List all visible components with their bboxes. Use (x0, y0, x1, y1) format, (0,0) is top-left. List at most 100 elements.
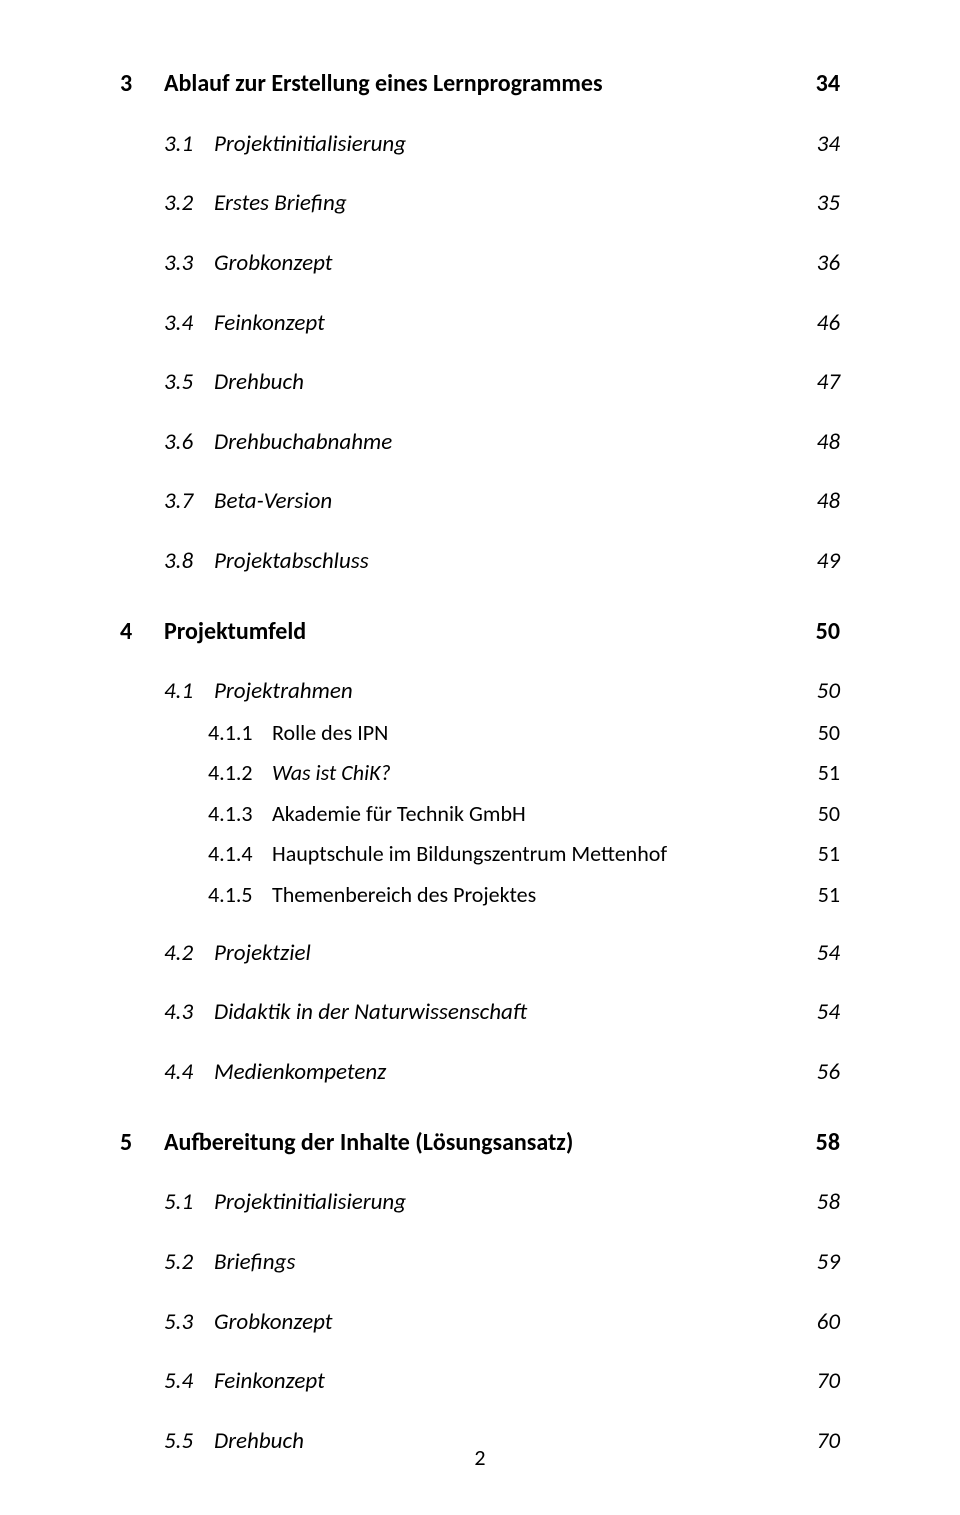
toc-page: 34 (780, 70, 840, 99)
page-number: 2 (0, 1444, 960, 1471)
toc-page: 51 (780, 841, 840, 867)
toc-item: 4.4Medienkompetenz 56 (120, 1059, 840, 1087)
toc-item: 3.2Erstes Briefing 35 (120, 190, 840, 218)
toc-subitem: 4.1.5Themenbereich des Projektes 51 (120, 882, 840, 908)
toc-item: 4.1Projektrahmen 50 (120, 678, 840, 706)
toc-label: 3.2Erstes Briefing (164, 190, 780, 218)
toc-page: 48 (780, 429, 840, 457)
toc-title: Grobkonzept (214, 1308, 333, 1336)
toc-page: 60 (780, 1309, 840, 1337)
toc-label: 3Ablauf zur Erstellung eines Lernprogram… (120, 70, 780, 99)
toc-label: 3.5Drehbuch (164, 369, 780, 397)
toc-label: 5.2Briefings (164, 1249, 780, 1277)
toc-label: 3.8Projektabschluss (164, 548, 780, 576)
toc-label: 5.4Feinkonzept (164, 1368, 780, 1396)
toc-label: 5Aufbereitung der Inhalte (Lösungsansatz… (120, 1129, 780, 1158)
toc-title: Projektinitialisierung (214, 130, 406, 158)
toc-num: 4.1.2 (208, 760, 272, 786)
toc-label: 5.3Grobkonzept (164, 1309, 780, 1337)
toc-subitem: 4.1.3Akademie für Technik GmbH 50 (120, 801, 840, 827)
toc-title: Drehbuchabnahme (214, 428, 392, 456)
toc-label: 4.1.3Akademie für Technik GmbH (208, 801, 780, 827)
toc-item: 5.2Briefings 59 (120, 1249, 840, 1277)
toc-item: 3.6Drehbuchabnahme 48 (120, 429, 840, 457)
toc-page: 51 (780, 882, 840, 908)
toc-title: Didaktik in der Naturwissenschaft (214, 998, 527, 1026)
toc-num: 4.2 (164, 940, 214, 968)
toc-section-4: 4Projektumfeld 50 (120, 618, 840, 647)
toc-label: 3.1Projektinitialisierung (164, 131, 780, 159)
toc-subitem: 4.1.1Rolle des IPN 50 (120, 720, 840, 746)
page: 3Ablauf zur Erstellung eines Lernprogram… (0, 0, 960, 1515)
toc-page: 47 (780, 369, 840, 397)
toc-num: 3.2 (164, 190, 214, 218)
toc-title: Drehbuch (214, 368, 304, 396)
toc-title: Themenbereich des Projektes (272, 881, 536, 908)
toc-title: Was ist ChiK? (272, 759, 391, 786)
toc-item: 5.3Grobkonzept 60 (120, 1309, 840, 1337)
toc-subitem: 4.1.4Hauptschule im Bildungszentrum Mett… (120, 841, 840, 867)
toc-title: Projektinitialisierung (214, 1188, 406, 1216)
toc-num: 3.5 (164, 369, 214, 397)
toc-title: Beta-Version (214, 487, 332, 515)
toc-page: 58 (780, 1129, 840, 1158)
toc-title: Projektziel (214, 939, 311, 967)
toc-page: 70 (780, 1368, 840, 1396)
toc-item: 3.7Beta-Version 48 (120, 488, 840, 516)
toc-label: 4.1.4Hauptschule im Bildungszentrum Mett… (208, 841, 780, 867)
toc-page: 59 (780, 1249, 840, 1277)
toc-num: 3 (120, 70, 164, 99)
toc-num: 5.2 (164, 1249, 214, 1277)
toc-title: Hauptschule im Bildungszentrum Mettenhof (272, 840, 667, 867)
toc-label: 4.1.2Was ist ChiK? (208, 760, 780, 786)
toc-item: 5.1Projektinitialisierung 58 (120, 1189, 840, 1217)
toc-page: 48 (780, 488, 840, 516)
toc-item: 4.3Didaktik in der Naturwissenschaft 54 (120, 999, 840, 1027)
toc-title: Ablauf zur Erstellung eines Lernprogramm… (164, 69, 603, 98)
toc-num: 4.1.3 (208, 801, 272, 827)
toc-section-3: 3Ablauf zur Erstellung eines Lernprogram… (120, 70, 840, 99)
toc-item: 3.1Projektinitialisierung 34 (120, 131, 840, 159)
toc-subitem: 4.1.2Was ist ChiK? 51 (120, 760, 840, 786)
toc-item: 5.4Feinkonzept 70 (120, 1368, 840, 1396)
toc-page: 58 (780, 1189, 840, 1217)
toc-num: 3.6 (164, 429, 214, 457)
toc-item: 3.4Feinkonzept 46 (120, 310, 840, 338)
toc-label: 3.3Grobkonzept (164, 250, 780, 278)
toc-num: 3.8 (164, 548, 214, 576)
toc-item: 4.2Projektziel 54 (120, 940, 840, 968)
toc-title: Rolle des IPN (272, 719, 388, 746)
toc-num: 3.4 (164, 310, 214, 338)
toc-label: 4.3Didaktik in der Naturwissenschaft (164, 999, 780, 1027)
toc-num: 4.4 (164, 1059, 214, 1087)
toc-page: 50 (780, 801, 840, 827)
toc-num: 4.3 (164, 999, 214, 1027)
toc-page: 50 (780, 720, 840, 746)
toc-label: 4.2Projektziel (164, 940, 780, 968)
toc-title: Feinkonzept (214, 309, 325, 337)
toc-title: Briefings (214, 1248, 295, 1276)
toc-page: 46 (780, 310, 840, 338)
toc-title: Projektabschluss (214, 547, 369, 575)
toc-label: 4.1Projektrahmen (164, 678, 780, 706)
toc-label: 4.1.1Rolle des IPN (208, 720, 780, 746)
toc-num: 4 (120, 618, 164, 647)
toc-title: Projektrahmen (214, 677, 353, 705)
toc-page: 34 (780, 131, 840, 159)
toc-label: 4Projektumfeld (120, 618, 780, 647)
toc-title: Projektumfeld (164, 617, 306, 646)
toc-num: 5.4 (164, 1368, 214, 1396)
toc-num: 5.1 (164, 1189, 214, 1217)
toc-title: Feinkonzept (214, 1367, 325, 1395)
toc-label: 3.7Beta-Version (164, 488, 780, 516)
toc-page: 50 (780, 618, 840, 647)
toc-title: Grobkonzept (214, 249, 333, 277)
toc-item: 3.3Grobkonzept 36 (120, 250, 840, 278)
toc-num: 4.1 (164, 678, 214, 706)
toc-page: 35 (780, 190, 840, 218)
toc-section-5: 5Aufbereitung der Inhalte (Lösungsansatz… (120, 1129, 840, 1158)
toc-num: 4.1.4 (208, 841, 272, 867)
toc-item: 3.8Projektabschluss 49 (120, 548, 840, 576)
toc-num: 5.3 (164, 1309, 214, 1337)
toc-num: 4.1.5 (208, 882, 272, 908)
